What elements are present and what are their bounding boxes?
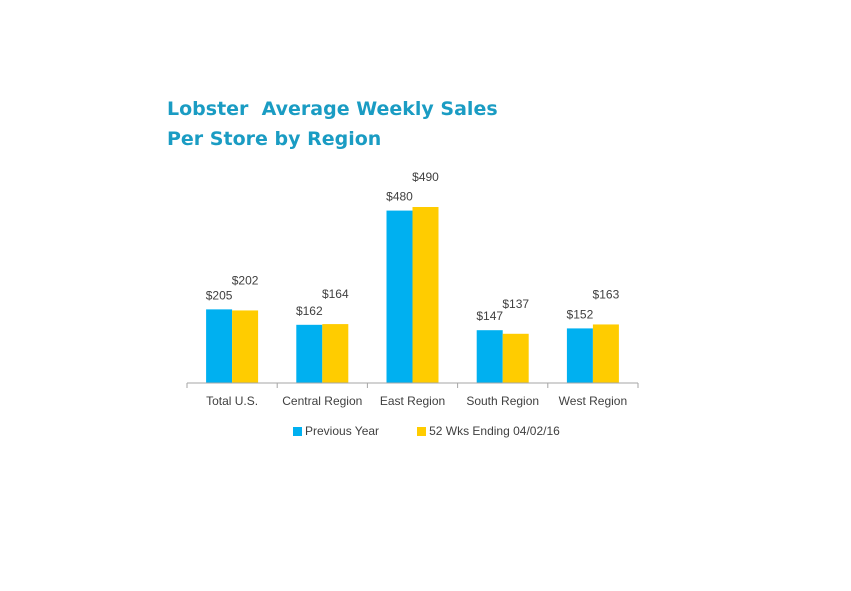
bar-east-region-s1	[412, 207, 439, 383]
chart-title-line-2: Per Store by Region	[167, 128, 382, 150]
data-label-central-region-s1: $164	[322, 287, 349, 301]
data-label-south-region-s1: $137	[502, 297, 529, 311]
data-label-west-region-s0: $152	[567, 307, 594, 321]
data-label-west-region-s1: $163	[593, 287, 620, 301]
legend-swatch-52-wks	[417, 426, 427, 436]
x-tick-label-west-region: West Region	[559, 394, 627, 408]
chart-legend: Previous Year 52 Wks Ending 04/02/16	[293, 424, 560, 438]
data-label-total-u-s-s1: $202	[232, 273, 259, 287]
bar-east-region-s0	[386, 210, 413, 383]
bar-west-region-s0	[566, 328, 593, 383]
bar-total-u-s-s1	[232, 310, 259, 383]
bar-west-region-s1	[592, 324, 619, 383]
bar-south-region-s0	[476, 330, 503, 383]
bar-central-region-s0	[296, 324, 323, 383]
legend-label-52-wks: 52 Wks Ending 04/02/16	[429, 424, 560, 438]
bar-central-region-s1	[322, 324, 349, 383]
legend-item-52-wks: 52 Wks Ending 04/02/16	[417, 424, 560, 438]
data-label-south-region-s0: $147	[476, 309, 503, 323]
legend-swatch-previous-year	[293, 426, 302, 436]
chart-title-line-1: Lobster Average Weekly Sales	[167, 98, 498, 120]
legend-label-previous-year: Previous Year	[305, 424, 380, 438]
x-tick-label-east-region: East Region	[380, 394, 445, 408]
data-label-east-region-s0: $480	[386, 190, 413, 204]
data-label-total-u-s-s0: $205	[206, 288, 233, 302]
legend-item-previous-year: Previous Year	[293, 424, 379, 438]
x-tick-label-total-u-s: Total U.S.	[206, 394, 258, 408]
x-tick-label-central-region: Central Region	[282, 394, 362, 408]
x-tick-label-south-region: South Region	[466, 394, 539, 408]
bar-total-u-s-s0	[206, 309, 233, 383]
data-label-east-region-s1: $490	[412, 170, 439, 184]
chart-title: Lobster Average Weekly Sales Per Store b…	[167, 94, 498, 154]
bar-south-region-s1	[502, 333, 529, 383]
data-label-central-region-s0: $162	[296, 304, 323, 318]
